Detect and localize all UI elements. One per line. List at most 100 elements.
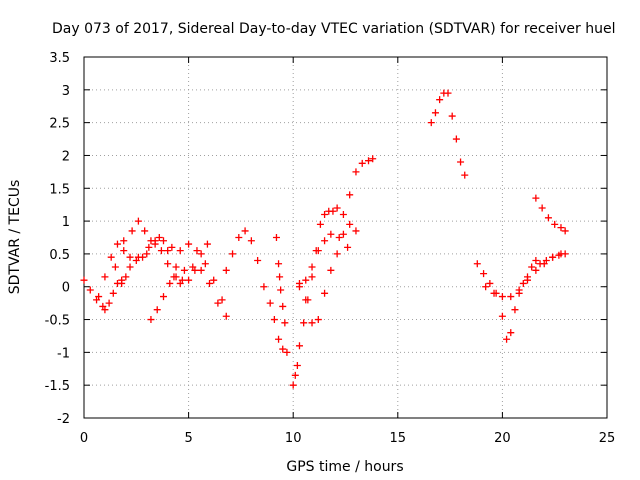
data-point [302,276,310,284]
data-point [295,279,303,287]
data-point [214,299,222,307]
data-point [113,240,121,248]
data-point [436,96,444,104]
data-point [254,256,262,264]
y-tick-label: 1 [62,215,70,230]
data-point [473,260,481,268]
data-point [327,266,335,274]
data-point [551,220,559,228]
data-point [358,159,366,167]
data-point [151,240,159,248]
y-axis-title: SDTVAR / TECUs [7,180,23,295]
x-tick-label: 15 [390,431,407,446]
data-point [176,247,184,255]
y-tick-label: 1.5 [49,182,70,197]
data-point [321,289,329,297]
data-point [210,276,218,284]
series-arc-3 [111,217,230,320]
data-point [482,283,490,291]
data-point [538,204,546,212]
data-point [180,266,188,274]
data-point [247,237,255,245]
data-point [155,234,163,241]
y-tick-label: 3.5 [49,51,70,66]
data-point [147,316,155,324]
x-tick-label: 25 [599,431,616,446]
data-point [172,263,180,271]
x-tick-label: 20 [494,431,511,446]
data-point [457,158,465,166]
y-tick-label: 0 [62,281,70,296]
data-point [283,348,291,356]
data-point [549,253,557,261]
data-point [279,302,287,310]
data-point [329,207,337,215]
chart-title: Day 073 of 2017, Sidereal Day-to-day VTE… [52,21,615,37]
data-point [197,266,205,274]
data-point [222,266,230,274]
data-point [365,157,373,165]
data-point [122,273,130,281]
y-tick-label: -2 [57,412,70,427]
data-point [275,260,283,268]
data-point [302,296,310,304]
data-point [185,240,193,248]
data-point [218,296,226,304]
data-point [532,256,540,264]
y-tick-label: -1.5 [45,379,70,394]
axis-ticks: -2 -1.5 -1 -0.5 0 0.5 1 1.5 2 2.5 3 3.5 0 5 10 15 20 25 [45,51,616,446]
data-point [346,191,354,199]
data-point [532,266,540,274]
y-tick-label: 2 [62,149,70,164]
data-point [275,335,283,343]
data-point [314,247,322,255]
data-point [203,240,211,248]
x-tick-label: 5 [184,431,192,446]
data-point [452,135,460,143]
y-tick-label: 3 [62,84,70,99]
data-point [279,345,287,353]
data-point [519,279,527,287]
data-point [134,253,142,261]
data-point [270,316,278,324]
data-point [557,224,565,232]
data-point [141,227,149,235]
y-tick-label: -1 [57,346,70,361]
data-point [86,286,94,294]
data-point [120,247,128,255]
data-point [118,279,126,287]
data-point [427,119,435,127]
y-tick-label: 2.5 [49,117,70,132]
x-tick-label: 0 [80,431,88,446]
data-point [159,237,167,245]
data-point [80,276,88,284]
data-point [241,227,249,235]
data-point [109,289,117,297]
data-point [147,237,155,245]
data-point [277,286,285,294]
y-tick-label: -0.5 [45,314,70,329]
data-point [289,381,297,389]
data-point [557,250,565,258]
data-point [276,273,284,281]
data-point [561,227,569,235]
gridlines [84,57,607,418]
data-point [293,361,301,369]
data-point [95,293,103,301]
data-point [321,237,329,245]
series-arc-4 [118,237,226,304]
data-point [498,312,506,320]
data-point [159,293,167,301]
data-point [352,227,360,235]
data-point [111,263,119,271]
data-point [339,211,347,219]
data-point [503,335,511,343]
data-point [295,342,303,350]
data-point [229,250,237,258]
data-point [107,253,115,261]
data-point [153,306,161,314]
data-point [333,250,341,258]
data-point [143,250,151,258]
series-arc-13 [482,250,565,301]
data-point [540,260,548,268]
